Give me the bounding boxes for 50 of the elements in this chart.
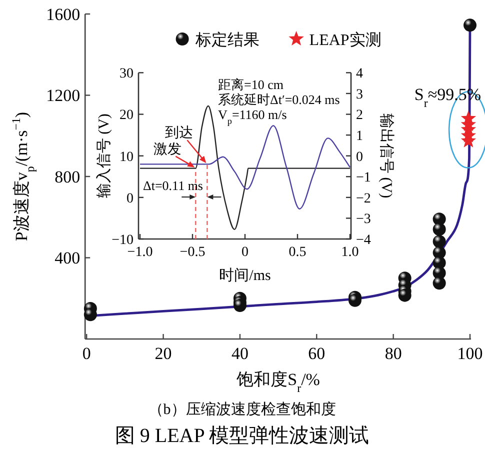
caption: 图 9 LEAP 模型弹性波速测试	[114, 425, 370, 447]
y2-tick-label: −2	[356, 191, 371, 206]
y-tick-label: 20	[120, 108, 134, 124]
x-tick-label: 20	[154, 344, 172, 363]
legend-label: LEAP实测	[309, 31, 382, 49]
y-axis-title: 输入信号 (V)	[96, 114, 112, 198]
x-axis-title: 时间/ms	[219, 267, 271, 284]
point	[233, 298, 246, 312]
y-tick-label: 1200	[46, 86, 80, 106]
point	[398, 288, 412, 302]
y-tick-label: 1600	[46, 4, 80, 24]
point	[432, 222, 446, 236]
x-tick-label: 80	[384, 344, 402, 363]
y2-tick-label: 1	[356, 128, 363, 144]
x-tick-label: −1.0	[127, 245, 153, 260]
annotation: 距离=10 cm	[218, 77, 284, 92]
x-tick-label: 0.5	[288, 245, 306, 260]
annotation: 激发	[154, 141, 182, 158]
point	[348, 294, 362, 307]
y2-axis-title: 输出信号 (V)	[378, 114, 395, 198]
y2-tick-label: 4	[356, 66, 363, 82]
y2-tick-label: 0	[356, 150, 363, 165]
point	[432, 276, 446, 290]
x-tick-label: 100	[457, 344, 483, 363]
annotation: 系统延时Δt′=0.024 ms	[218, 92, 340, 107]
y-tick-label: −10	[112, 232, 134, 248]
x-tick-label: 40	[231, 344, 248, 363]
y2-tick-label: −1	[356, 170, 371, 186]
point	[84, 308, 97, 322]
annotation: Δt=0.11 ms	[143, 178, 203, 193]
y-tick-label: 800	[54, 167, 80, 186]
y2-tick-label: 2	[356, 108, 363, 124]
text: （b）压缩波速度检查饱和度	[148, 401, 336, 418]
x-tick-label: 60	[308, 344, 326, 363]
y-tick-label: 10	[120, 150, 134, 165]
annotation: V$_{p}$=1160 m/s	[218, 107, 287, 126]
y-tick-label: 30	[120, 66, 134, 82]
y2-tick-label: −3	[356, 212, 371, 228]
x-axis-title: 饱和度S$_{r}$/%	[236, 370, 320, 395]
y-tick-label: 400	[54, 248, 80, 268]
x-tick-label: −0.5	[180, 245, 206, 260]
legend-label: 标定结果	[194, 31, 260, 49]
y2-tick-label: 3	[356, 87, 363, 102]
y-tick-label: 0	[126, 191, 134, 206]
x-tick-label: 0	[242, 245, 248, 260]
point	[432, 235, 446, 248]
annotation: 到达	[165, 125, 194, 142]
x-tick-label: 1.0	[341, 245, 359, 260]
point	[464, 18, 476, 32]
y2-tick-label: −4	[356, 232, 371, 248]
